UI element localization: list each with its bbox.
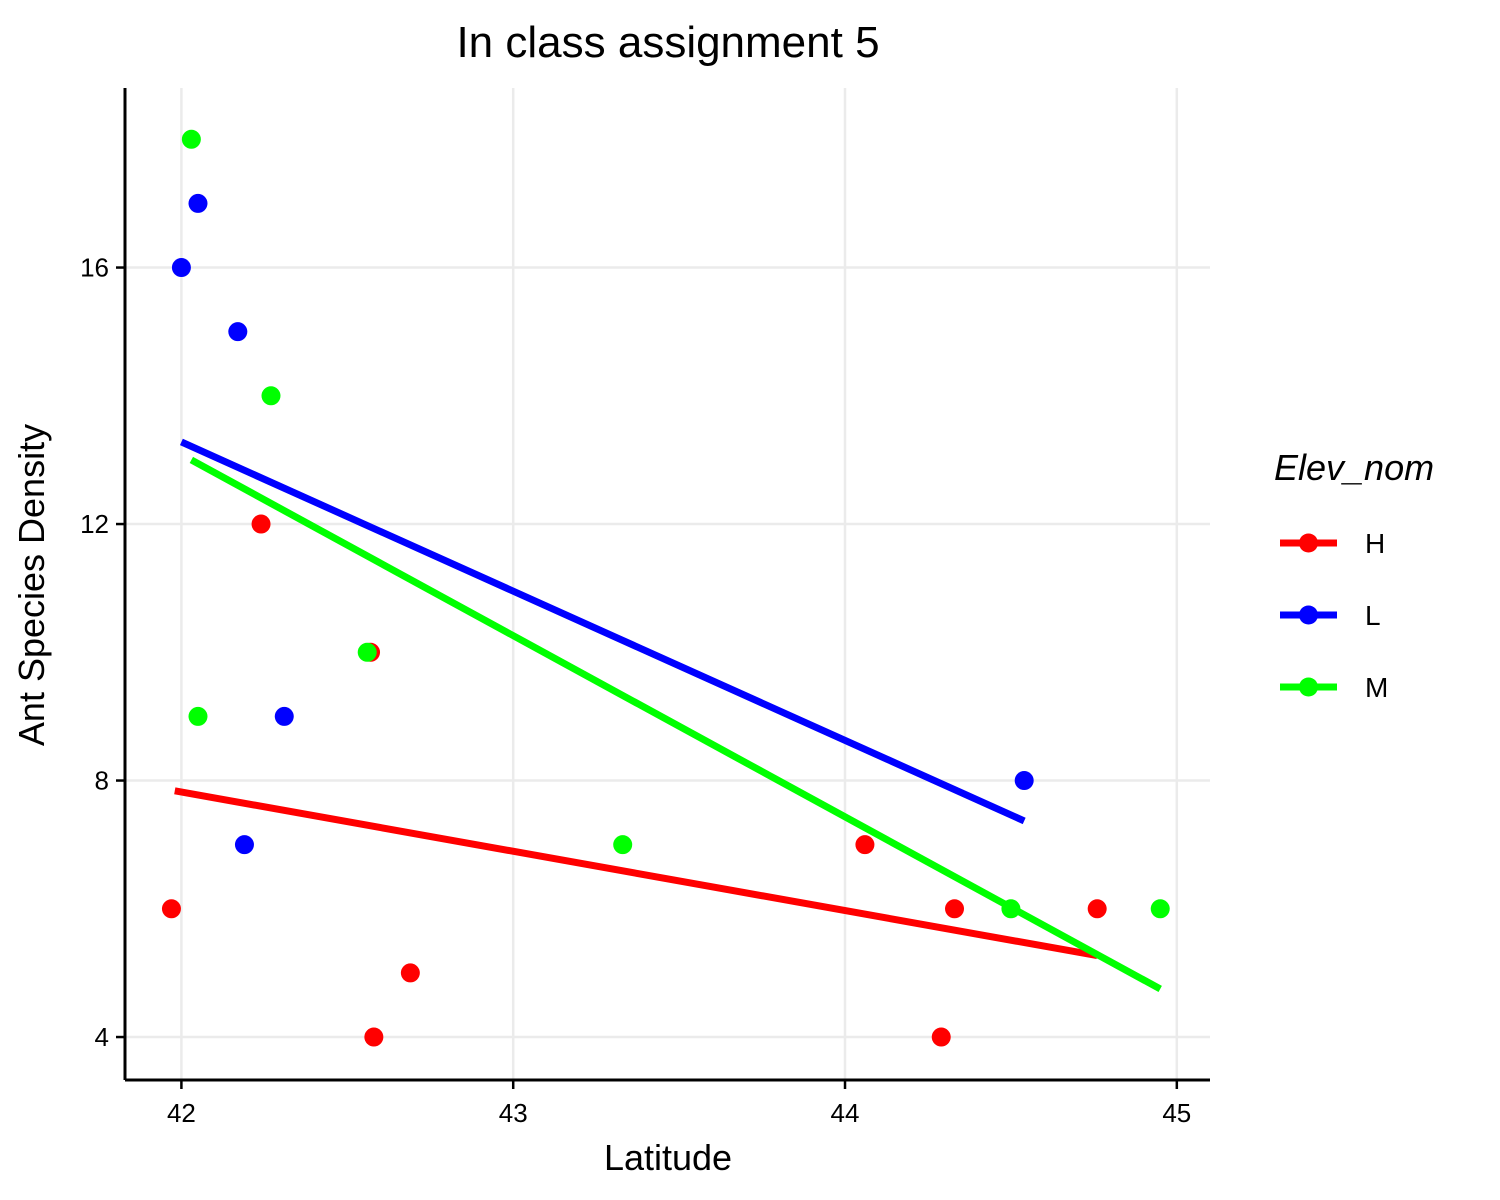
x-tick-label: 43 xyxy=(499,1098,528,1128)
data-point-m xyxy=(181,129,201,149)
data-point-l xyxy=(1014,771,1034,791)
legend-label-l: L xyxy=(1365,600,1381,631)
data-point-m xyxy=(613,835,633,855)
legend-key-point-h xyxy=(1299,533,1318,553)
fit-line-h xyxy=(174,787,1098,960)
legend-title: Elev_nom xyxy=(1274,447,1434,488)
data-point-h xyxy=(400,963,420,983)
y-tick-label: 12 xyxy=(80,509,109,539)
y-axis-title: Ant Species Density xyxy=(11,424,52,746)
fit-lines xyxy=(174,438,1162,993)
fit-line-l xyxy=(179,438,1026,825)
data-point-h xyxy=(855,835,875,855)
legend-key-point-m xyxy=(1299,677,1318,697)
data-point-h xyxy=(945,899,965,919)
legend-label-m: M xyxy=(1365,672,1388,703)
data-point-m xyxy=(1150,899,1170,919)
y-tick-label: 4 xyxy=(95,1022,109,1052)
data-point-l xyxy=(274,706,294,726)
x-tick-label: 42 xyxy=(167,1098,196,1128)
x-tick-label: 45 xyxy=(1162,1098,1191,1128)
data-point-h xyxy=(1087,899,1107,919)
data-point-h xyxy=(931,1027,951,1047)
data-points xyxy=(161,129,1170,1047)
x-axis-ticks: 42 43 44 45 xyxy=(167,1080,1191,1128)
legend-label-h: H xyxy=(1365,528,1385,559)
chart-title: In class assignment 5 xyxy=(456,18,879,67)
legend-key-point-l xyxy=(1299,605,1318,625)
data-point-l xyxy=(228,322,248,342)
data-point-l xyxy=(171,258,191,278)
x-tick-label: 44 xyxy=(831,1098,860,1128)
y-tick-label: 16 xyxy=(80,253,109,283)
data-point-m xyxy=(357,642,377,662)
y-axis-ticks: 4 8 12 16 xyxy=(80,253,125,1052)
data-point-h xyxy=(161,899,181,919)
data-point-l xyxy=(234,835,254,855)
legend: Elev_nom H L M xyxy=(1274,447,1434,703)
fit-line-m xyxy=(189,456,1162,993)
data-point-m xyxy=(261,386,281,406)
y-tick-label: 8 xyxy=(95,766,109,796)
data-point-h xyxy=(364,1027,384,1047)
data-point-l xyxy=(188,193,208,213)
data-point-h xyxy=(251,514,271,534)
data-point-m xyxy=(1001,899,1021,919)
x-axis-title: Latitude xyxy=(604,1137,732,1178)
data-point-m xyxy=(188,706,208,726)
